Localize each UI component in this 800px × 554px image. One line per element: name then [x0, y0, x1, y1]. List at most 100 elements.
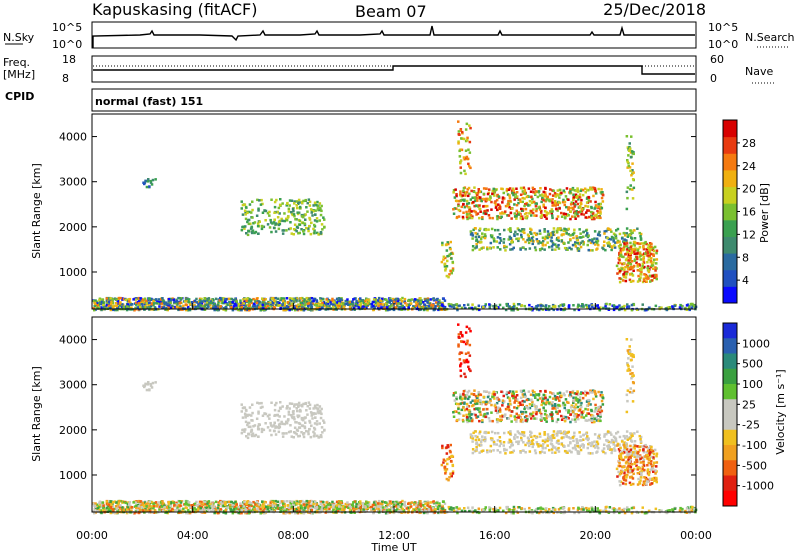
- velocity-echo-cell: [301, 424, 305, 428]
- velocity-echo-cell: [545, 414, 549, 417]
- power-echo-cell: [497, 306, 500, 309]
- power-echo-cell: [94, 299, 97, 302]
- power-echo-cell: [214, 305, 218, 309]
- power-echo-cell: [224, 306, 227, 309]
- power-echo-cell: [508, 196, 512, 200]
- power-echo-cell: [197, 304, 200, 308]
- power-echo-cell: [632, 186, 636, 190]
- power-echo-cell: [127, 304, 130, 308]
- power-echo-cell: [96, 304, 99, 307]
- velocity-echo-cell: [507, 404, 510, 408]
- power-echo-cell: [636, 257, 639, 261]
- velocity-echo-cell: [616, 430, 620, 434]
- power-echo-cell: [574, 195, 577, 198]
- velocity-echo-cell: [521, 420, 524, 424]
- power-echo-cell: [554, 201, 557, 205]
- velocity-echo-cell: [280, 420, 283, 424]
- power-echo-cell: [318, 219, 321, 222]
- velocity-echo-cell: [556, 406, 559, 409]
- velocity-echo-cell: [590, 414, 594, 417]
- power-echo-cell: [175, 305, 179, 309]
- velocity-echo-cell: [648, 457, 651, 460]
- power-echo-cell: [297, 198, 301, 202]
- velocity-echo-cell: [647, 473, 651, 477]
- velocity-echo-cell: [298, 404, 301, 407]
- power-echo-cell: [255, 301, 259, 304]
- power-echo-cell: [626, 160, 629, 164]
- power-echo-cell: [248, 303, 251, 307]
- power-echo-cell: [385, 298, 388, 302]
- power-echo-cell: [469, 198, 473, 201]
- power-echo-cell: [313, 298, 317, 301]
- power-echo-cell: [243, 227, 246, 230]
- velocity-echo-cell: [508, 390, 512, 393]
- velocity-echo-cell: [606, 439, 609, 443]
- velocity-echo-cell: [641, 467, 644, 471]
- power-echo-cell: [516, 195, 519, 198]
- power-echo-cell: [573, 308, 576, 312]
- velocity-echo-cell: [554, 407, 557, 410]
- velocity-echo-cell: [253, 424, 257, 427]
- power-echo-cell: [625, 257, 628, 260]
- power-echo-cell: [193, 299, 197, 303]
- power-echo-cell: [290, 210, 293, 214]
- power-echo-cell: [486, 192, 490, 196]
- power-echo-cell: [157, 298, 160, 301]
- velocity-echo-cell: [597, 390, 600, 394]
- velocity-echo-cell: [572, 399, 576, 402]
- power-echo-cell: [550, 208, 554, 211]
- power-echo-cell: [242, 225, 245, 228]
- power-echo-cell: [328, 304, 331, 308]
- power-echo-cell: [573, 243, 577, 246]
- power-echo-cell: [436, 303, 440, 306]
- power-echo-cell: [511, 187, 515, 190]
- velocity-echo-cell: [479, 399, 482, 402]
- power-echo-cell: [449, 303, 453, 306]
- power-echo-cell: [292, 209, 295, 213]
- velocity-echo-cell: [636, 460, 639, 464]
- velocity-echo-cell: [576, 405, 580, 409]
- power-echo-cell: [532, 200, 536, 204]
- power-echo-cell: [515, 187, 518, 190]
- power-echo-cell: [417, 299, 420, 303]
- power-echo-cell: [509, 227, 512, 230]
- power-echo-cell: [290, 232, 293, 235]
- power-echo-cell: [531, 197, 534, 201]
- power-echo-cell: [451, 260, 454, 264]
- power-echo-cell: [499, 237, 502, 240]
- velocity-echo-cell: [313, 434, 316, 438]
- velocity-echo-cell: [571, 410, 575, 413]
- velocity-echo-cell: [543, 394, 547, 397]
- velocity-echo-cell: [577, 452, 581, 455]
- velocity-echo-cell: [632, 451, 635, 454]
- velocity-echo-cell: [645, 445, 648, 449]
- velocity-echo-cell: [547, 435, 550, 439]
- power-echo-cell: [643, 273, 646, 276]
- power-echo-cell: [553, 200, 557, 203]
- velocity-echo-cell: [628, 348, 631, 352]
- power-echo-cell: [449, 252, 453, 255]
- velocity-echo-cell: [307, 401, 311, 404]
- velocity-echo-cell: [278, 415, 281, 418]
- power-echo-cell: [205, 303, 208, 307]
- power-echo-cell: [119, 301, 122, 304]
- power-echo-cell: [388, 305, 392, 309]
- power-echo-cell: [627, 255, 630, 259]
- power-echo-cell: [154, 178, 157, 181]
- velocity-echo-cell: [624, 456, 627, 459]
- velocity-echo-cell: [563, 449, 567, 453]
- power-echo-cell: [297, 303, 300, 306]
- power-echo-cell: [625, 190, 629, 194]
- power-echo-cell: [307, 229, 310, 233]
- power-echo-cell: [399, 298, 403, 301]
- power-echo-cell: [623, 304, 626, 308]
- power-echo-cell: [640, 270, 643, 274]
- power-echo-cell: [152, 302, 156, 305]
- velocity-echo-cell: [491, 392, 494, 396]
- power-echo-cell: [442, 258, 445, 261]
- velocity-echo-cell: [623, 478, 626, 482]
- velocity-echo-cell: [581, 443, 584, 446]
- velocity-echo-cell: [575, 413, 579, 416]
- power-echo-cell: [483, 236, 487, 240]
- velocity-echo-cell: [298, 408, 302, 412]
